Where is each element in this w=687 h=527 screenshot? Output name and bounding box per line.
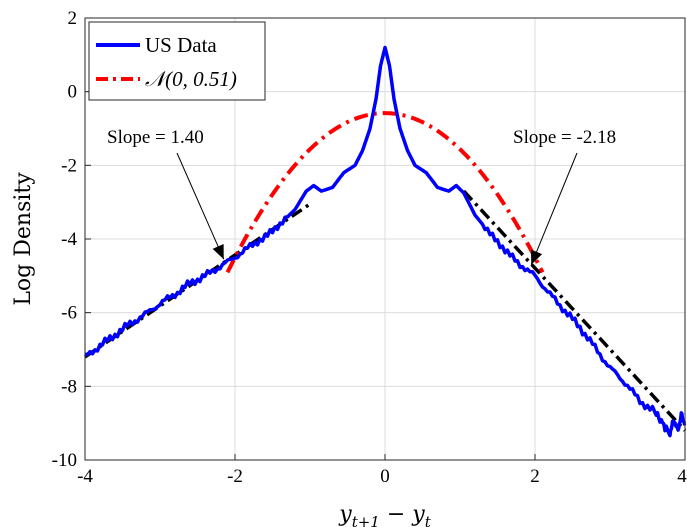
y-tick-label: -4 [61,229,77,250]
x-tick-label: -2 [227,466,243,487]
svg-text:yt+1 − yt: yt+1 − yt [338,502,431,527]
series-line-normal [225,111,545,274]
annotation-arrow-line [176,152,225,260]
slope-right-annotation: Slope = -2.18 [513,127,616,148]
annotation-arrow-line [530,152,578,265]
y-tick-label: 2 [68,8,78,29]
x-axis-label: yt+1 − yt [338,502,431,527]
legend-label-normal: 𝒩(0, 0.51) [145,67,237,91]
slope-left-annotation: Slope = 1.40 [107,127,204,148]
series-layer [84,45,687,438]
tick-labels: -4 -2 0 2 4 -10 -8 -6 -4 -2 0 2 [52,8,687,487]
y-tick-label: -8 [61,376,77,397]
y-tick-label: -2 [61,155,77,176]
x-label-minus: − [380,502,412,527]
annotation-arrow-head [212,244,224,260]
x-tick-label: 4 [677,466,687,487]
y-axis-label: Log Density [11,172,36,306]
x-label-part-y1: y [338,502,352,527]
series-line-us-data [84,45,687,438]
x-label-sub-t: t [425,513,432,527]
annotation-arrow-head [530,249,543,265]
y-tick-label: 0 [68,82,78,103]
legend-box [88,21,266,101]
grid-lines [84,17,686,461]
x-label-part-y2: y [411,502,425,527]
x-tick-label: 2 [530,466,540,487]
legend-label-us-data: US Data [145,33,217,57]
legend: US Data 𝒩(0, 0.51) [88,21,266,101]
fit-line-right [462,189,687,432]
x-label-sub-t1: t+1 [352,513,380,527]
axis-ticks [84,17,686,461]
y-tick-label: -6 [61,303,77,324]
y-tick-label: -10 [52,450,77,471]
annotations: Slope = 1.40 Slope = -2.18 [107,127,616,265]
x-tick-label: -4 [77,466,93,487]
x-tick-label: 0 [380,466,390,487]
